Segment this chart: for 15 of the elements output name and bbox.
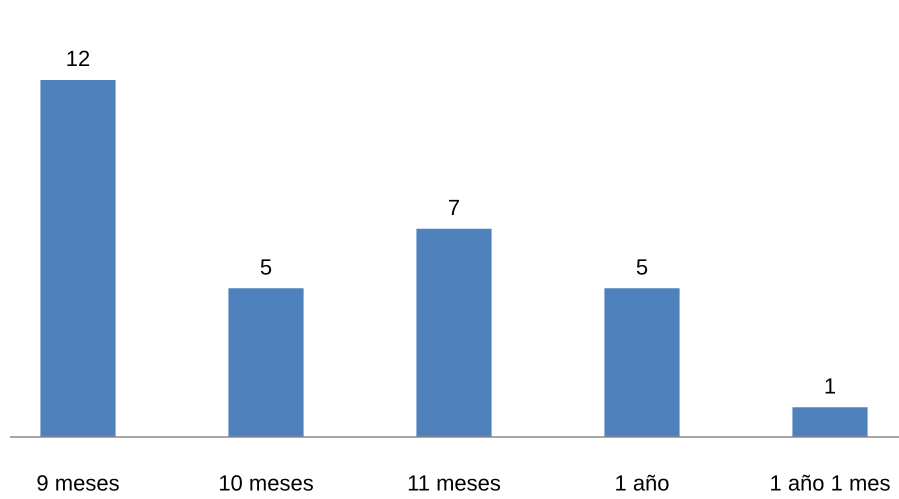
bar — [792, 407, 868, 437]
bar — [604, 288, 680, 437]
data-label: 5 — [260, 254, 272, 280]
x-tick-label: 1 año 1 mes — [769, 470, 891, 496]
x-tick-label: 1 año — [614, 470, 670, 496]
bar — [228, 288, 304, 437]
bar — [40, 80, 116, 437]
x-tick-label: 10 meses — [218, 470, 314, 496]
data-label: 5 — [636, 254, 648, 280]
data-label: 7 — [448, 194, 460, 220]
data-label: 12 — [66, 46, 90, 71]
data-label: 1 — [824, 373, 836, 398]
x-tick-label: 11 meses — [407, 470, 501, 496]
x-tick-label: 9 meses — [36, 470, 120, 496]
bar — [416, 228, 492, 437]
